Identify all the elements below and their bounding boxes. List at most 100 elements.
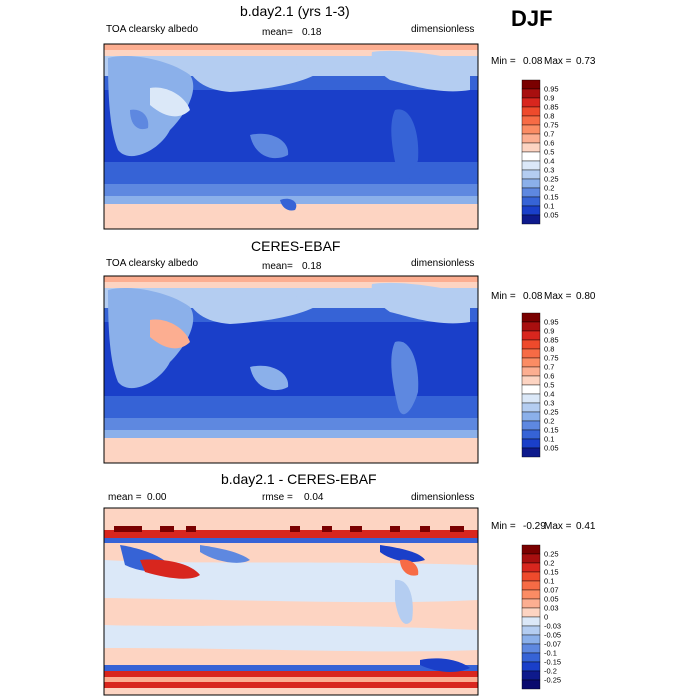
panel2-variable-label: TOA clearsky albedo [106,258,199,269]
colorbar-segment [521,133,541,144]
colorbar-tick-label: 0.9 [544,94,554,103]
colorbar-segment [521,339,541,350]
colorbar-tick-label: 0.75 [544,354,559,363]
colorbar-segment [521,420,541,431]
colorbar-tick-label: -0.1 [544,649,557,658]
colorbar-segment [521,553,541,564]
colorbar-tick-label: 0.15 [544,568,559,577]
panel3-rmse-value: 0.04 [304,492,324,503]
panel1-map-frame [103,43,479,230]
colorbar-tick-label: -0.03 [544,622,561,631]
colorbar-tick-label: 0.15 [544,193,559,202]
colorbar-tick-label: 0.8 [544,112,554,121]
colorbar-segment [521,384,541,395]
colorbar-segment [521,544,541,555]
colorbar-segment [521,562,541,573]
colorbar-tick-label: 0.05 [544,211,559,220]
panel3-min-value: -0.29 [523,521,546,532]
colorbar-tick-label: 0.95 [544,318,559,327]
colorbar-tick-label: 0.9 [544,327,554,336]
panel3-rmse-label: rmse = [262,492,293,503]
panel1-map [104,44,478,229]
colorbar-segment [521,79,541,90]
colorbar-tick-label: 0.25 [544,550,559,559]
colorbar-tick-label: 0.1 [544,577,554,586]
colorbar-segment [521,589,541,600]
colorbar-segment [521,652,541,663]
colorbar-tick-label: 0.5 [544,148,554,157]
panel1-mean-value: 0.18 [302,27,322,38]
panel1-title: b.day2.1 (yrs 1-3) [240,3,350,19]
panel2-colorbar: 0.950.90.850.80.750.70.60.50.40.30.250.2… [521,312,559,458]
colorbar-tick-label: 0.7 [544,363,554,372]
colorbar-segment [521,411,541,422]
colorbar-tick-label: -0.2 [544,667,557,676]
colorbar-tick-label: 0.85 [544,103,559,112]
colorbar-tick-label: 0.2 [544,417,554,426]
colorbar-segment [521,598,541,609]
colorbar-tick-label: 0.95 [544,85,559,94]
colorbar-tick-label: -0.05 [544,631,561,640]
colorbar-segment [521,607,541,618]
colorbar-segment [521,205,541,216]
panel3-mean-value: 0.00 [147,492,167,503]
colorbar-tick-label: 0.2 [544,559,554,568]
panel3-colorbar: 0.250.20.150.10.070.050.030-0.03-0.05-0.… [521,544,561,690]
colorbar-segment [521,625,541,636]
colorbar-tick-label: 0.07 [544,586,559,595]
colorbar-segment [521,187,541,198]
colorbar-tick-label: -0.07 [544,640,561,649]
colorbar-segment [521,115,541,126]
panel2-min-label: Min = [491,291,516,302]
panel3-max-label: Max = [544,521,572,532]
colorbar-tick-label: 0.6 [544,372,554,381]
panel1-variable-label: TOA clearsky albedo [106,24,199,35]
colorbar-segment [521,178,541,189]
colorbar-segment [521,366,541,377]
colorbar-tick-label: 0.7 [544,130,554,139]
colorbar-segment [521,169,541,180]
colorbar-segment [521,616,541,627]
panel3-min-label: Min = [491,521,516,532]
colorbar-segment [521,402,541,413]
colorbar-segment [521,679,541,690]
colorbar-segment [521,124,541,135]
colorbar-tick-label: 0.1 [544,435,554,444]
colorbar-segment [521,348,541,359]
colorbar-tick-label: 0.3 [544,399,554,408]
colorbar-segment [521,438,541,449]
colorbar-segment [521,571,541,582]
colorbar-tick-label: 0.75 [544,121,559,130]
panel3-mean-label: mean = [108,492,142,503]
colorbar-tick-label: 0.4 [544,390,554,399]
colorbar-tick-label: -0.25 [544,676,561,685]
panel1-units: dimensionless [411,24,475,35]
colorbar-segment [521,670,541,681]
colorbar-tick-label: 0.05 [544,444,559,453]
colorbar-tick-label: 0.5 [544,381,554,390]
panel2-mean-value: 0.18 [302,261,322,272]
colorbar-segment [521,357,541,368]
colorbar-segment [521,97,541,108]
colorbar-segment [521,661,541,672]
colorbar-segment [521,447,541,458]
colorbar-segment [521,321,541,332]
colorbar-tick-label: 0.3 [544,166,554,175]
panel1-max-value: 0.73 [576,56,596,67]
panel2-min-value: 0.08 [523,291,543,302]
panel3-map [104,508,478,695]
colorbar-segment [521,643,541,654]
panel3-map-frame [103,507,479,696]
panel1-max-label: Max = [544,56,572,67]
colorbar-segment [521,393,541,404]
panel2-max-label: Max = [544,291,572,302]
panel2-map-frame [103,275,479,464]
panel2-map [104,276,478,463]
colorbar-segment [521,429,541,440]
panel2-max-value: 0.80 [576,291,596,302]
colorbar-tick-label: 0.2 [544,184,554,193]
colorbar-segment [521,330,541,341]
colorbar-segment [521,312,541,323]
colorbar-segment [521,196,541,207]
